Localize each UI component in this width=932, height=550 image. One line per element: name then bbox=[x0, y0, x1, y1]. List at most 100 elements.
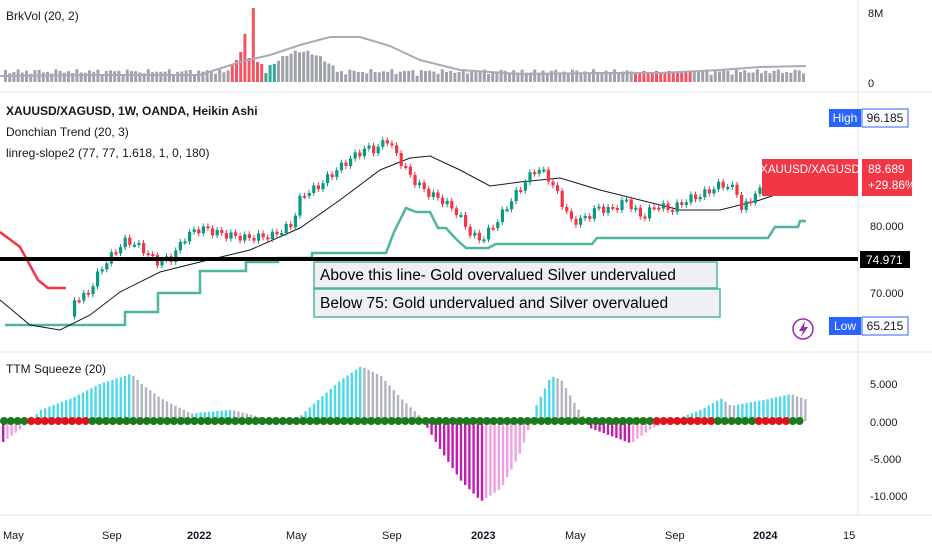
candle-body-29 bbox=[206, 226, 210, 229]
squeeze-bar-163 bbox=[686, 414, 689, 421]
volume-bar-140 bbox=[592, 69, 595, 82]
squeeze-dot-19 bbox=[129, 417, 138, 425]
squeeze-bar-12 bbox=[52, 405, 55, 421]
squeeze-bar-50 bbox=[212, 411, 215, 421]
squeeze-bar-51 bbox=[216, 411, 219, 421]
volume-bar-111 bbox=[470, 71, 474, 82]
squeeze-bar-10 bbox=[44, 408, 47, 422]
volume-bar-131 bbox=[554, 69, 558, 82]
volume-bar-46 bbox=[197, 70, 201, 82]
volume-bar-45 bbox=[193, 74, 196, 82]
low-label: Low bbox=[834, 319, 856, 333]
candle-body-125 bbox=[648, 207, 652, 219]
squeeze-bar-87 bbox=[367, 369, 370, 421]
x-tick-sep-2022: Sep bbox=[382, 530, 402, 542]
annotation-below[interactable]: Below 75: Gold undervalued and Silver ov… bbox=[313, 288, 721, 318]
squeeze-bar-133 bbox=[560, 380, 563, 421]
volume-bar-51 bbox=[218, 69, 222, 82]
volume-indicator-label[interactable]: BrkVol (20, 2) bbox=[6, 9, 79, 23]
candle-body-55 bbox=[326, 174, 330, 184]
squeeze-bar-176 bbox=[741, 403, 744, 421]
squeeze-bar-120 bbox=[506, 421, 509, 478]
volume-bar-172 bbox=[726, 70, 730, 82]
candle-body-13 bbox=[132, 244, 136, 247]
last-price-bg bbox=[862, 159, 912, 196]
candle-body-14 bbox=[137, 243, 141, 245]
squeeze-bar-103 bbox=[434, 421, 437, 442]
candle-body-80 bbox=[441, 197, 445, 205]
price-pane bbox=[0, 137, 806, 331]
volume-bar-161 bbox=[680, 71, 684, 82]
volume-bar-59 bbox=[251, 8, 255, 82]
squeeze-dot-60 bbox=[408, 417, 416, 425]
squeeze-dot-74 bbox=[503, 417, 512, 425]
annotation-below-text: Below 75: Gold undervalued and Silver ov… bbox=[320, 295, 668, 312]
candle-body-52 bbox=[312, 185, 316, 193]
candle-body-104 bbox=[551, 181, 555, 186]
squeeze-bar-1 bbox=[6, 421, 9, 439]
squeeze-dot-77 bbox=[523, 417, 532, 425]
squeeze-bar-166 bbox=[699, 410, 702, 421]
volume-bar-168 bbox=[709, 74, 713, 82]
squeeze-bar-21 bbox=[90, 388, 93, 421]
lightning-icon[interactable] bbox=[792, 318, 814, 340]
squeeze-bar-98 bbox=[413, 411, 416, 421]
squeeze-bar-26 bbox=[111, 379, 114, 421]
candle-body-19 bbox=[160, 259, 164, 266]
candle-body-17 bbox=[151, 254, 155, 257]
linreg-indicator-label[interactable]: linreg-slope2 (77, 77, 1.618, 1, 0, 180) bbox=[6, 146, 209, 160]
volume-bar-81 bbox=[344, 74, 348, 82]
candle-body-9 bbox=[114, 252, 118, 255]
squeeze-dot-24 bbox=[163, 417, 172, 425]
squeeze-bar-3 bbox=[14, 421, 17, 433]
squeeze-bar-55 bbox=[233, 410, 236, 421]
volume-bar-125 bbox=[529, 72, 532, 82]
squeeze-dot-32 bbox=[217, 417, 226, 425]
squeeze-bar-172 bbox=[724, 401, 727, 421]
squeeze-bar-24 bbox=[102, 382, 106, 421]
squeeze-bar-73 bbox=[308, 407, 311, 421]
squeeze-dot-114 bbox=[775, 417, 784, 425]
squeeze-bar-171 bbox=[720, 398, 723, 421]
squeeze-dot-58 bbox=[394, 417, 403, 425]
squeeze-bar-43 bbox=[182, 409, 185, 421]
candle-body-57 bbox=[335, 170, 339, 178]
squeeze-dot-53 bbox=[360, 417, 369, 425]
squeeze-bar-173 bbox=[728, 405, 731, 421]
squeeze-bar-78 bbox=[329, 388, 332, 421]
squeeze-bar-33 bbox=[140, 384, 143, 421]
squeeze-dot-14 bbox=[95, 417, 104, 425]
squeeze-dot-45 bbox=[306, 417, 314, 425]
volume-bar-187 bbox=[789, 72, 793, 82]
symbol-title[interactable]: XAUUSD/XAGUSD, 1W, OANDA, Heikin Ashi bbox=[6, 104, 258, 118]
annotation-above[interactable]: Above this line- Gold overvalued Silver … bbox=[313, 261, 718, 289]
volume-bar-53 bbox=[226, 70, 230, 82]
squeeze-bar-75 bbox=[317, 399, 320, 421]
candle-body-79 bbox=[436, 192, 440, 198]
volume-bar-56 bbox=[239, 52, 243, 82]
volume-bar-189 bbox=[797, 70, 801, 82]
squeeze-dot-111 bbox=[754, 417, 763, 425]
volume-bar-142 bbox=[600, 73, 604, 82]
volume-bar-126 bbox=[533, 69, 537, 82]
squeeze-dot-59 bbox=[401, 417, 410, 425]
donchian-indicator-label[interactable]: Donchian Trend (20, 3) bbox=[6, 125, 129, 139]
squeeze-dot-4 bbox=[27, 417, 36, 425]
volume-bar-2 bbox=[12, 71, 16, 82]
volume-bar-74 bbox=[314, 55, 318, 82]
candle-body-62 bbox=[358, 152, 362, 157]
candle-body-142 bbox=[726, 187, 730, 189]
squeeze-bar-17 bbox=[73, 396, 76, 421]
squeeze-indicator-label[interactable]: TTM Squeeze (20) bbox=[6, 362, 106, 376]
squeeze-bar-175 bbox=[737, 404, 740, 421]
squeeze-bar-132 bbox=[556, 378, 559, 421]
candle-body-114 bbox=[597, 206, 601, 209]
volume-bar-21 bbox=[92, 71, 96, 82]
candle-body-135 bbox=[694, 194, 698, 200]
squeeze-dot-115 bbox=[782, 417, 790, 425]
candle-body-95 bbox=[510, 201, 514, 210]
volume-bar-91 bbox=[386, 71, 390, 82]
candle-body-28 bbox=[201, 226, 205, 234]
candle-body-118 bbox=[615, 208, 619, 210]
candle-body-72 bbox=[404, 166, 408, 168]
